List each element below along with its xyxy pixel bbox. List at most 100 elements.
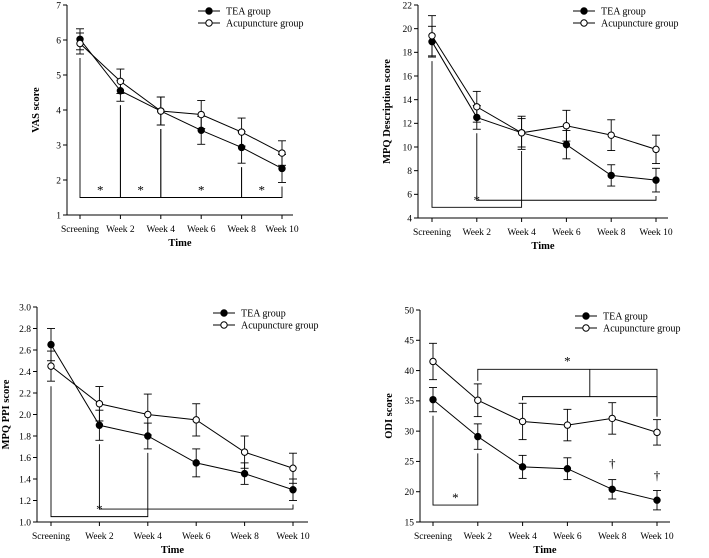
significance-star: * xyxy=(137,183,144,198)
y-tick-label: 22 xyxy=(403,1,413,11)
x-tick-label: Week 10 xyxy=(640,532,674,542)
legend-label: TEA group xyxy=(226,7,271,18)
data-point-tea xyxy=(144,432,152,440)
data-point-acupuncture xyxy=(652,145,660,154)
y-axis-label: ODI score xyxy=(384,393,395,439)
x-tick-label: Week 8 xyxy=(227,225,256,235)
data-point-acupuncture xyxy=(192,416,200,424)
data-point-acupuncture xyxy=(157,107,165,115)
data-point-acupuncture xyxy=(278,149,286,157)
x-axis-label: Time xyxy=(533,545,556,556)
significance-star: * xyxy=(564,353,571,368)
data-point-acupuncture xyxy=(429,357,437,366)
legend-label: Acupuncture group xyxy=(241,321,318,332)
series-line-tea xyxy=(50,344,294,491)
y-tick-label: 3 xyxy=(56,141,61,151)
data-point-tea xyxy=(562,140,571,149)
data-point-acupuncture xyxy=(518,417,527,426)
y-tick-label: 1.8 xyxy=(19,432,31,442)
y-tick-label: 16 xyxy=(403,72,413,82)
x-tick-label: Week 4 xyxy=(508,532,537,542)
x-tick-label: Week 2 xyxy=(85,532,114,542)
data-point-acupuncture xyxy=(289,464,297,472)
x-tick-label: Screening xyxy=(414,532,452,542)
x-tick-label: Week 10 xyxy=(265,225,299,235)
data-point-acupuncture xyxy=(474,396,482,404)
legend-marker xyxy=(582,312,590,320)
y-tick-label: 1.4 xyxy=(19,475,31,485)
x-tick-label: Week 2 xyxy=(463,228,492,238)
data-point-tea xyxy=(237,143,246,152)
significance-bracket xyxy=(522,396,658,417)
x-tick-label: Screening xyxy=(32,532,70,542)
data-point-tea xyxy=(116,87,125,95)
data-point-tea xyxy=(278,164,286,173)
y-tick-label: 3.0 xyxy=(19,303,31,313)
x-tick-label: Week 6 xyxy=(182,532,211,542)
data-point-tea xyxy=(608,485,616,493)
y-tick-label: 6 xyxy=(56,36,61,46)
x-tick-label: Week 4 xyxy=(147,225,176,235)
y-tick-label: 7 xyxy=(56,1,61,11)
x-tick-label: Week 8 xyxy=(597,228,626,238)
y-tick-label: 5 xyxy=(56,71,61,81)
series-line-acupuncture xyxy=(431,35,657,150)
legend-marker xyxy=(205,7,213,15)
y-tick-label: 45 xyxy=(405,337,415,347)
legend-label: TEA group xyxy=(241,309,286,320)
data-point-tea xyxy=(289,486,297,494)
data-point-tea xyxy=(653,496,661,504)
data-point-tea xyxy=(473,113,481,122)
y-tick-label: 50 xyxy=(405,306,415,316)
y-tick-label: 25 xyxy=(405,458,415,468)
data-point-acupuncture xyxy=(237,128,246,136)
x-axis-label: Time xyxy=(168,238,191,249)
legend-marker xyxy=(205,19,213,27)
significance-bracket xyxy=(432,415,479,506)
data-point-tea xyxy=(429,395,437,404)
x-axis-label: Time xyxy=(531,241,554,252)
data-point-acupuncture xyxy=(144,410,152,419)
chart-panel-3: 1.0 1.2 1.4 1.6 1.8 2.0 2.2 2.4 2.6 2.8 3.0 Screeni… xyxy=(1,303,318,556)
chart-panel-2: 4 6 8 10 12 14 16 18 20 22 Screening Week 2 Week 4 We… xyxy=(382,1,678,252)
data-point-acupuncture xyxy=(517,129,526,137)
significance-bracket xyxy=(431,61,523,208)
data-point-acupuncture xyxy=(608,414,616,423)
significance-bracket xyxy=(98,444,294,510)
significance-bracket xyxy=(79,58,121,198)
dagger-annotation: † xyxy=(609,455,616,470)
series-line-acupuncture xyxy=(79,43,283,154)
x-tick-label: Screening xyxy=(61,225,99,235)
significance-bracket xyxy=(50,386,149,518)
series-line-tea xyxy=(431,41,657,181)
y-tick-label: 1.0 xyxy=(19,518,31,528)
significance-star: * xyxy=(97,183,104,198)
x-axis-label: Time xyxy=(161,545,184,556)
data-point-acupuncture xyxy=(562,122,571,130)
legend-marker xyxy=(220,321,228,329)
y-tick-label: 1 xyxy=(56,211,61,221)
significance-bracket xyxy=(476,133,657,201)
x-tick-label: Week 10 xyxy=(639,228,673,238)
data-point-tea xyxy=(95,421,104,429)
significance-bracket xyxy=(477,368,658,417)
y-tick-label: 1.6 xyxy=(19,454,31,464)
y-tick-label: 2.8 xyxy=(19,325,31,335)
data-point-acupuncture xyxy=(563,421,572,429)
y-tick-label: 1.2 xyxy=(19,497,31,507)
y-tick-label: 2.0 xyxy=(19,411,31,421)
y-tick-label: 2.6 xyxy=(19,346,31,356)
data-point-tea xyxy=(652,176,660,184)
significance-star: * xyxy=(452,490,459,505)
x-tick-label: Week 2 xyxy=(106,225,135,235)
y-axis-label: VAS score xyxy=(31,87,42,133)
legend-marker xyxy=(580,7,588,15)
legend-label: Acupuncture group xyxy=(226,19,303,30)
y-tick-label: 4 xyxy=(56,106,61,116)
y-tick-label: 10 xyxy=(403,143,413,153)
y-tick-label: 6 xyxy=(407,191,412,201)
data-point-tea xyxy=(47,340,55,349)
dagger-annotation: † xyxy=(654,468,661,483)
legend-label: Acupuncture group xyxy=(601,19,678,30)
